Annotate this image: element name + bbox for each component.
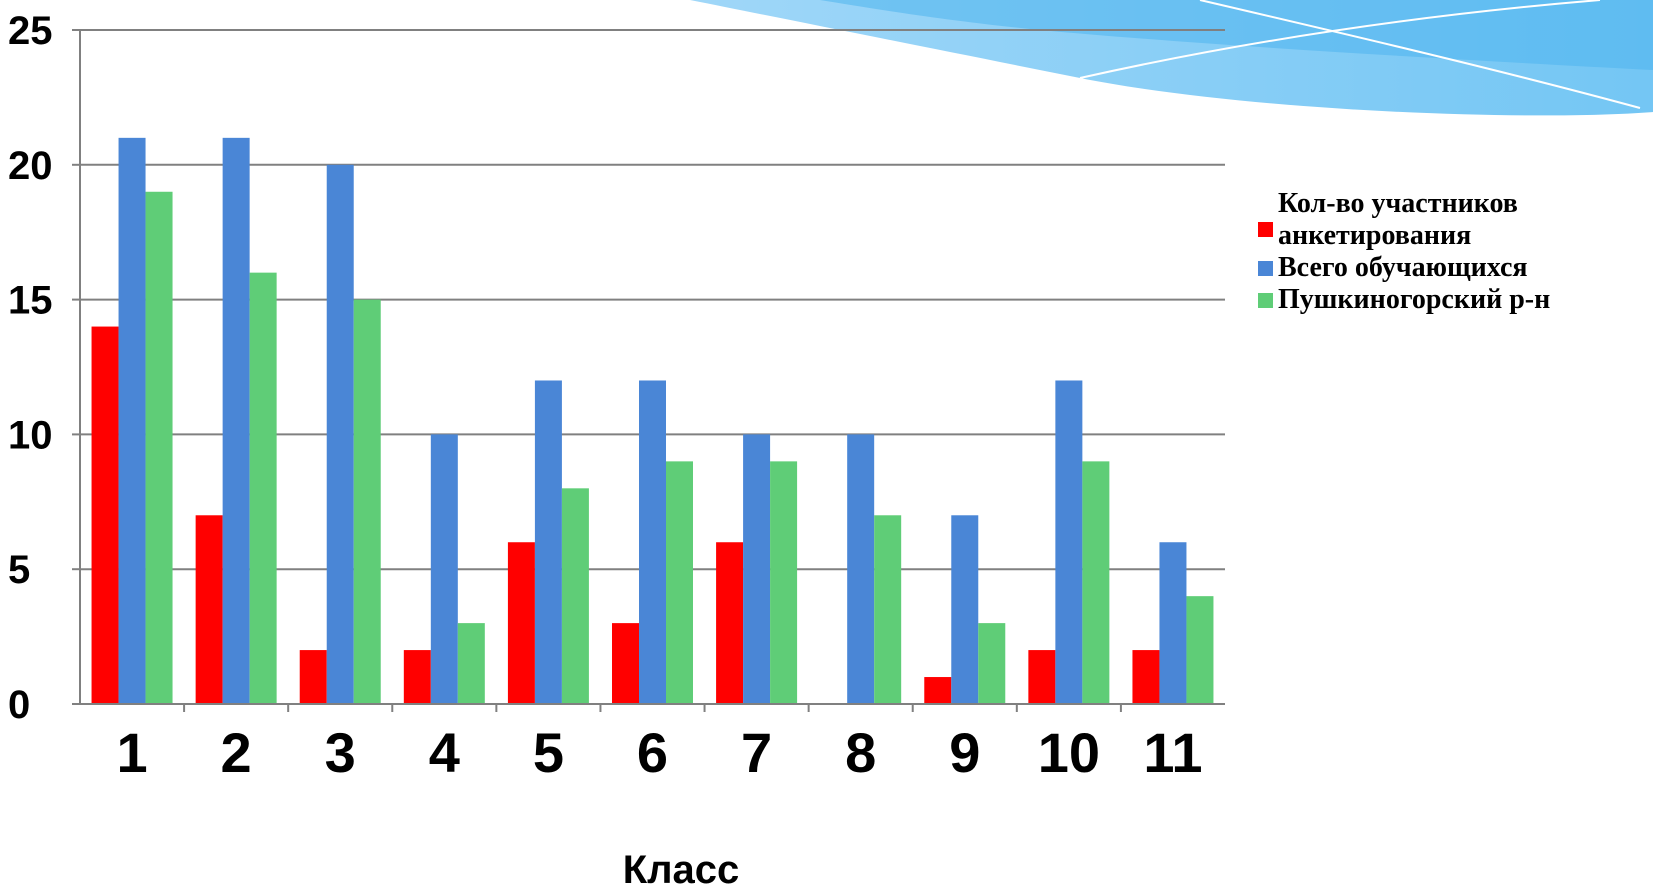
legend-label: Всего обучающихся: [1278, 252, 1528, 283]
bar-series3-class-8: [874, 515, 902, 704]
bar-series3-class-9: [978, 623, 1006, 704]
bar-series2-class-5: [534, 380, 562, 704]
bar-series1-class-6: [612, 623, 639, 704]
x-tick-labels: 1 2 3 4 5 6 7 8 9 10 11: [116, 721, 1202, 784]
legend-item-participants: Кол-во участников анкетирования: [1258, 188, 1598, 252]
bar-series3-class-10: [1082, 461, 1110, 704]
axes: [72, 29, 1225, 712]
bar-series3-class-2: [249, 272, 277, 704]
bar-series1-class-1: [91, 326, 119, 704]
x-tick-label: 9: [949, 721, 980, 784]
legend-item-total-students: Всего обучающихся: [1258, 252, 1598, 284]
legend-swatch-blue: [1258, 261, 1273, 276]
x-axis-label: Класс: [623, 848, 740, 888]
bar-series3-class-11: [1186, 596, 1214, 704]
bar-series1-class-10: [1028, 650, 1056, 704]
bar-series1-class-7: [716, 542, 744, 704]
x-tick-label: 1: [116, 721, 147, 784]
bar-series2-class-6: [639, 380, 666, 704]
bar-series1-class-2: [195, 515, 223, 704]
y-tick-label: 20: [8, 144, 53, 188]
bar-series3-class-3: [353, 299, 381, 704]
y-tick-label: 0: [8, 683, 30, 727]
bar-series2-class-1: [118, 137, 146, 705]
y-tick-label: 15: [8, 279, 53, 323]
x-tick-label: 10: [1038, 721, 1100, 784]
x-tick-label: 2: [221, 721, 252, 784]
bar-series3-class-5: [561, 488, 589, 704]
bar-series3-class-7: [770, 461, 798, 704]
y-tick-label: 10: [8, 413, 53, 457]
legend-swatch-green: [1258, 293, 1273, 308]
bar-series1-class-5: [507, 542, 535, 704]
bar-series2-class-7: [743, 434, 771, 704]
bar-series3-class-4: [457, 623, 485, 704]
bar-series2-class-8: [847, 434, 875, 704]
x-tick-label: 7: [741, 721, 772, 784]
y-tick-label: 25: [8, 9, 53, 53]
bar-series2-class-4: [430, 434, 458, 704]
legend: Кол-во участников анкетирования Всего об…: [1258, 188, 1598, 316]
x-tick-label: 8: [845, 721, 876, 784]
bars: [91, 137, 1214, 705]
y-tick-label: 5: [8, 548, 30, 592]
bar-series2-class-2: [222, 137, 250, 705]
legend-item-district: Пушкиногорский р-н: [1258, 284, 1598, 316]
bar-series3-class-1: [145, 191, 173, 704]
bar-series3-class-6: [666, 461, 693, 704]
x-tick-label: 6: [637, 721, 668, 784]
bar-series2-class-9: [951, 515, 979, 704]
x-tick-label: 3: [325, 721, 356, 784]
legend-label: Пушкиногорский р-н: [1278, 284, 1551, 315]
x-tick-label: 11: [1143, 721, 1202, 784]
bar-series1-class-4: [403, 650, 431, 704]
bar-series2-class-3: [326, 164, 354, 705]
bar-series1-class-9: [924, 677, 952, 704]
legend-swatch-red: [1258, 222, 1273, 237]
y-tick-labels: 0 5 10 15 20 25: [8, 9, 53, 727]
x-tick-label: 5: [533, 721, 564, 784]
bar-series1-class-11: [1132, 650, 1160, 704]
legend-label: Кол-во участников анкетирования: [1278, 188, 1518, 251]
bar-series1-class-3: [299, 650, 327, 704]
bar-series2-class-11: [1159, 542, 1187, 704]
bar-series2-class-10: [1055, 380, 1083, 704]
x-tick-label: 4: [429, 721, 460, 784]
